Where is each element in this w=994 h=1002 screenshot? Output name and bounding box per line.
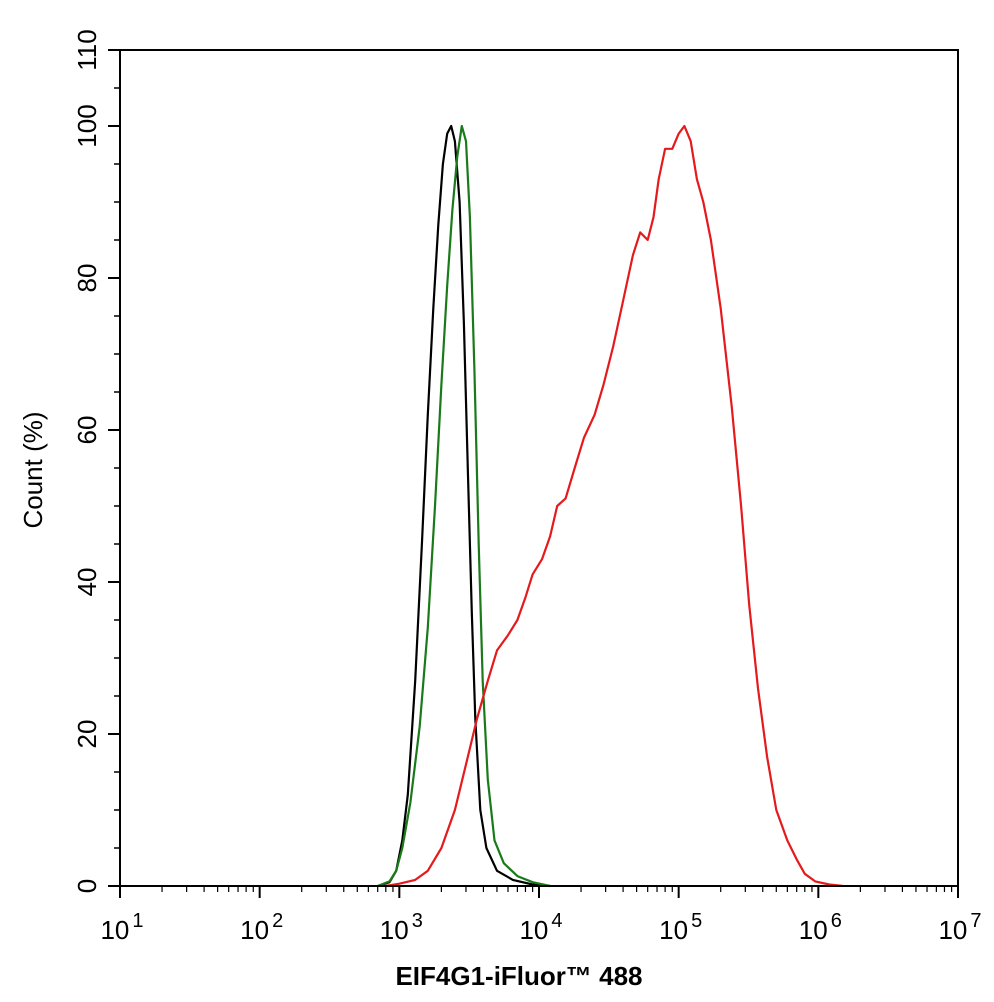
x-axis-title: EIF4G1-iFluor™ 488: [395, 961, 642, 991]
series-line-1: [377, 124, 551, 888]
series-line-2: [377, 124, 551, 888]
y-tick-label: 80: [72, 264, 102, 293]
series-layer: [377, 124, 844, 888]
y-axis-title: Count (%): [18, 411, 48, 528]
x-tick-label: 10 2: [240, 910, 283, 945]
x-tick-label: 10 1: [100, 910, 143, 945]
y-tick-label: 40: [72, 568, 102, 597]
y-tick-label: 100: [72, 104, 102, 147]
x-tick-label: 10 4: [519, 910, 562, 945]
x-tick-label: 10 6: [799, 910, 842, 945]
axes-layer: 0 20 40 60 80 100 110 10 1 10 2 10 3 10 4 10 5 10 6 10 7: [72, 29, 982, 945]
series-line-3: [385, 124, 844, 888]
y-tick-label: 60: [72, 416, 102, 445]
y-tick-label: 0: [72, 879, 102, 893]
y-tick-label: 20: [72, 720, 102, 749]
y-tick-label: 110: [72, 29, 102, 70]
x-tick-label: 10 3: [380, 910, 423, 945]
x-tick-label: 10 7: [938, 910, 981, 945]
x-tick-label: 10 5: [659, 910, 702, 945]
